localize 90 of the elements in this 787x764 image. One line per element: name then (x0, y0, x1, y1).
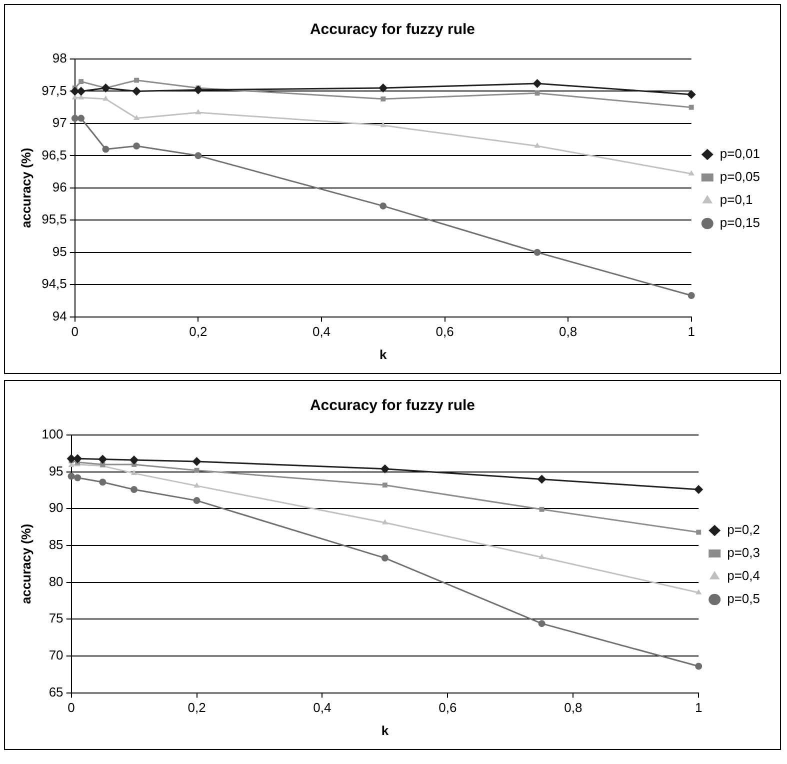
point (694, 485, 704, 494)
y-tick-label: 94 (52, 308, 67, 324)
point (194, 482, 200, 488)
point (98, 454, 108, 464)
point (101, 84, 110, 93)
x-axis-title: k (381, 722, 390, 738)
y-axis-title: accuracy (%) (18, 524, 34, 604)
legend-label: p=0,2 (727, 522, 760, 538)
point (532, 78, 542, 88)
point (696, 589, 702, 594)
y-tick-label: 70 (48, 648, 64, 663)
x-tick-label: 0,8 (564, 700, 582, 716)
legend-label: p=0,01 (720, 146, 760, 162)
point (192, 457, 202, 466)
point (696, 530, 702, 535)
x-tick-label: 0 (71, 324, 79, 340)
point (537, 474, 546, 484)
point (686, 90, 696, 99)
y-tick-label: 85 (48, 537, 64, 552)
point (382, 519, 388, 524)
point (194, 152, 202, 160)
point (73, 454, 82, 464)
point (133, 142, 140, 150)
point (193, 497, 200, 504)
y-tick-label: 100 (42, 426, 64, 442)
point (534, 248, 541, 256)
point (99, 478, 106, 486)
y-tick-label: 90 (48, 500, 64, 516)
x-tick-label: 1 (694, 700, 702, 716)
chart-title: Accuracy for fuzzy rule (310, 21, 476, 38)
x-tick-label: 0,2 (189, 324, 208, 340)
y-axis-title: accuracy (%) (18, 148, 34, 228)
x-tick-label: 1 (688, 324, 695, 340)
x-tick-label: 0,2 (188, 700, 206, 716)
y-tick-label: 80 (48, 574, 64, 589)
chart-title: Accuracy for fuzzy rule (310, 397, 476, 414)
point (134, 78, 140, 83)
point (380, 96, 386, 102)
point (194, 85, 203, 94)
x-tick-label: 0,6 (436, 324, 454, 340)
point (534, 142, 540, 148)
y-tick-label: 65 (48, 684, 64, 700)
point (380, 122, 386, 128)
legend-label: p=0,3 (727, 545, 760, 560)
point (538, 554, 545, 560)
point (688, 170, 694, 176)
y-tick-label: 97 (52, 115, 67, 130)
x-tick-label: 0,8 (559, 324, 578, 340)
y-tick-label: 95 (48, 463, 64, 478)
point (534, 90, 540, 96)
y-tick-label: 98 (52, 50, 67, 66)
point (688, 292, 695, 300)
y-tick-label: 97,5 (42, 82, 67, 98)
point (382, 482, 388, 488)
point (134, 114, 140, 120)
y-tick-label: 95,5 (42, 212, 67, 227)
y-tick-label: 96 (52, 179, 67, 194)
legend-label: p=0,05 (720, 169, 760, 184)
y-tick-label: 95 (52, 244, 67, 259)
point (74, 474, 82, 482)
point (195, 108, 202, 114)
x-tick-label: 0,6 (438, 700, 457, 716)
legend-label: p=0,4 (727, 568, 760, 584)
point (102, 95, 109, 101)
legend-label: p=0,5 (727, 591, 760, 606)
point (78, 114, 85, 122)
y-tick-label: 94,5 (42, 276, 67, 292)
point (538, 620, 546, 628)
point (130, 470, 138, 476)
point (380, 202, 387, 210)
point (130, 486, 138, 494)
point (132, 86, 142, 96)
point (688, 104, 694, 110)
point (380, 464, 390, 474)
x-tick-label: 0,4 (313, 700, 332, 716)
point (378, 84, 388, 93)
legend-label: p=0,15 (720, 215, 760, 230)
x-axis-title: k (380, 346, 388, 362)
point (539, 506, 544, 512)
point (78, 79, 84, 84)
x-tick-label: 0 (68, 700, 75, 716)
y-tick-label: 96,5 (42, 147, 67, 162)
point (194, 468, 200, 473)
y-tick-label: 75 (48, 610, 64, 626)
point (381, 554, 388, 562)
x-tick-label: 0,4 (312, 324, 331, 340)
point (130, 456, 139, 465)
legend-label: p=0,1 (720, 192, 753, 208)
point (695, 662, 702, 670)
point (102, 146, 110, 153)
